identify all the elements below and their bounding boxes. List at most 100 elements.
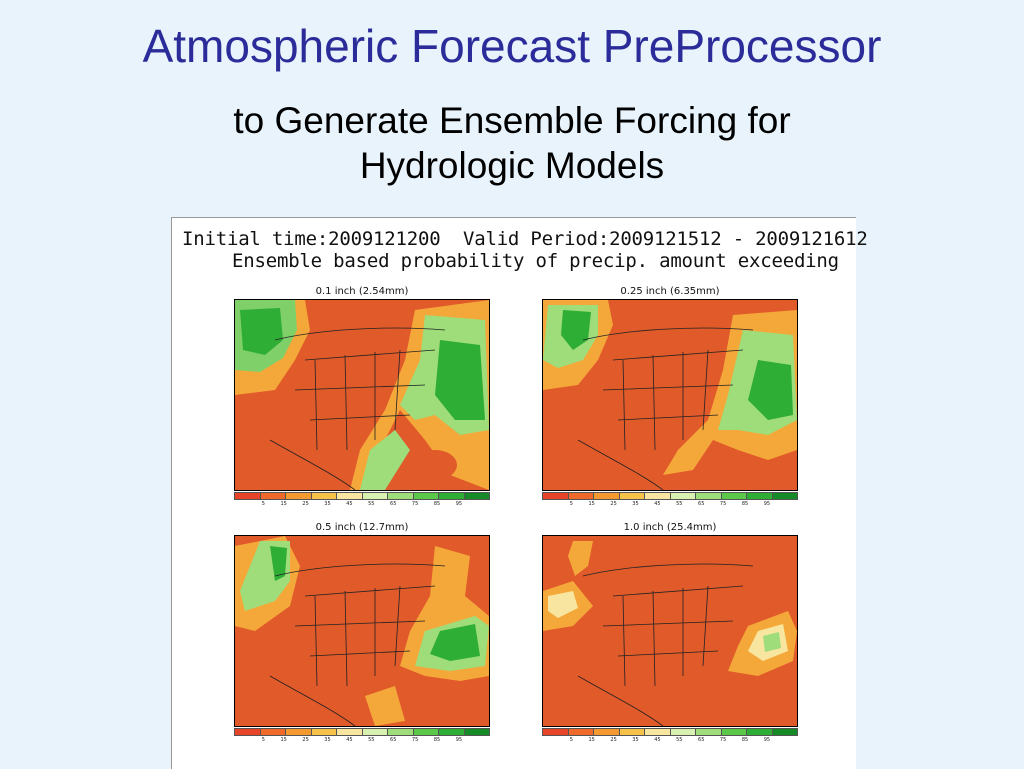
colorbar-swatches: [234, 492, 490, 500]
colorbar-tick: 35: [324, 501, 331, 507]
colorbar-ticks: 5 15 25 35 45 55 65 75 85 95: [542, 736, 798, 744]
colorbar-ticks: 5 15 25 35 45 55 65 75 85 95: [542, 500, 798, 508]
probability-map: [542, 299, 798, 491]
colorbar-tick: 85: [741, 737, 749, 743]
colorbar-tick: 85: [433, 501, 441, 507]
colorbar-swatch: [747, 492, 773, 500]
map-graphic: [235, 536, 489, 726]
slide-title: Atmospheric Forecast PreProcessor: [142, 20, 882, 72]
colorbar-tick: 5: [261, 501, 265, 507]
map-panel-0.1-inch: 0.1 inch (2.54mm): [234, 286, 490, 516]
colorbar-tick: 35: [632, 737, 639, 743]
colorbar-swatches: [542, 728, 798, 736]
colorbar-swatch: [413, 492, 439, 500]
subtitle-line-1: to Generate Ensemble Forcing for: [233, 100, 791, 141]
colorbar-tick: 65: [390, 737, 397, 743]
colorbar-swatch: [696, 728, 722, 736]
colorbar-swatch: [286, 728, 312, 736]
colorbar-tick: 55: [368, 501, 375, 507]
colorbar-tick: 15: [588, 737, 595, 743]
colorbar: 5 15 25 35 45 55 65 75 85 95: [542, 492, 798, 512]
colorbar-tick: 25: [302, 737, 309, 743]
colorbar-swatch: [362, 492, 388, 500]
colorbar: 5 15 25 35 45 55 65 75 85 95: [234, 492, 490, 512]
colorbar-swatch: [260, 728, 286, 736]
figure-header: Initial time:2009121200 Valid Period:200…: [182, 228, 868, 272]
colorbar-swatch: [721, 492, 747, 500]
map-panel-0.5-inch: 0.5 inch (12.7mm) 5 15: [234, 522, 490, 752]
colorbar-swatch: [619, 492, 645, 500]
colorbar-swatch: [439, 492, 465, 500]
colorbar-tick: 65: [698, 737, 705, 743]
colorbar-tick: 5: [261, 737, 265, 743]
colorbar-swatch: [696, 492, 722, 500]
colorbar-ticks: 5 15 25 35 45 55 65 75 85 95: [234, 500, 490, 508]
colorbar-swatch: [286, 492, 312, 500]
colorbar-tick: 25: [610, 501, 617, 507]
colorbar-tick: 45: [346, 737, 353, 743]
colorbar-tick: 25: [610, 737, 617, 743]
colorbar-swatch: [234, 728, 261, 736]
colorbar-swatch: [772, 492, 798, 500]
colorbar-tick: 95: [455, 737, 463, 743]
colorbar-tick: 5: [569, 737, 573, 743]
colorbar-tick: 55: [676, 737, 683, 743]
colorbar-tick: 95: [763, 737, 771, 743]
colorbar-swatch: [388, 492, 414, 500]
map-panel-0.25-inch: 0.25 inch (6.35mm) 5 15 25 35 45 55: [542, 286, 798, 516]
colorbar-tick: 5: [569, 501, 573, 507]
colorbar-swatches: [542, 492, 798, 500]
colorbar-tick: 95: [763, 501, 771, 507]
colorbar-swatch: [645, 492, 671, 500]
colorbar-tick: 75: [719, 737, 727, 743]
colorbar-swatch: [670, 728, 696, 736]
panel-label: 0.25 inch (6.35mm): [620, 286, 720, 297]
colorbar-tick: 55: [676, 501, 683, 507]
colorbar-tick: 45: [654, 737, 661, 743]
colorbar-swatch: [619, 728, 645, 736]
colorbar-tick: 25: [302, 501, 309, 507]
figure-header-desc: Ensemble based probability of precip. am…: [232, 250, 839, 272]
colorbar-swatch: [594, 728, 620, 736]
figure-header-time: Initial time:2009121200 Valid Period:200…: [182, 228, 868, 250]
colorbar-tick: 95: [455, 501, 463, 507]
colorbar-swatch: [439, 728, 465, 736]
colorbar-swatch: [772, 728, 798, 736]
colorbar-swatch: [413, 728, 439, 736]
panel-label: 0.5 inch (12.7mm): [315, 522, 409, 533]
colorbar-swatch: [260, 492, 286, 500]
colorbar-tick: 15: [280, 501, 287, 507]
colorbar-swatch: [464, 492, 490, 500]
colorbar-tick: 15: [280, 737, 287, 743]
colorbar-swatches: [234, 728, 490, 736]
colorbar-swatch: [542, 492, 569, 500]
colorbar: 5 15 25 35 45 55 65 75 85 95: [234, 728, 490, 748]
map-graphic: [543, 300, 797, 490]
probability-map: [542, 535, 798, 727]
colorbar-swatch: [464, 728, 490, 736]
colorbar-tick: 35: [324, 737, 331, 743]
colorbar-tick: 45: [654, 501, 661, 507]
colorbar-swatch: [542, 728, 569, 736]
colorbar-swatch: [337, 728, 363, 736]
colorbar-swatch: [721, 728, 747, 736]
colorbar-tick: 65: [698, 501, 705, 507]
colorbar-tick: 75: [411, 737, 419, 743]
probability-map: [234, 299, 490, 491]
colorbar-tick: 75: [411, 501, 419, 507]
colorbar-swatch: [311, 728, 337, 736]
colorbar-swatch: [388, 728, 414, 736]
probability-map: [234, 535, 490, 727]
colorbar-swatch: [311, 492, 337, 500]
panel-label: 1.0 inch (25.4mm): [623, 522, 717, 533]
colorbar-tick: 85: [741, 501, 749, 507]
colorbar-swatch: [594, 492, 620, 500]
colorbar-tick: 65: [390, 501, 397, 507]
map-graphic: [235, 300, 489, 490]
colorbar-swatch: [670, 492, 696, 500]
colorbar-tick: 15: [588, 501, 595, 507]
panel-label: 0.1 inch (2.54mm): [315, 286, 409, 297]
colorbar-tick: 75: [719, 501, 727, 507]
colorbar-tick: 55: [368, 737, 375, 743]
subtitle-line-2: Hydrologic Models: [359, 145, 665, 186]
